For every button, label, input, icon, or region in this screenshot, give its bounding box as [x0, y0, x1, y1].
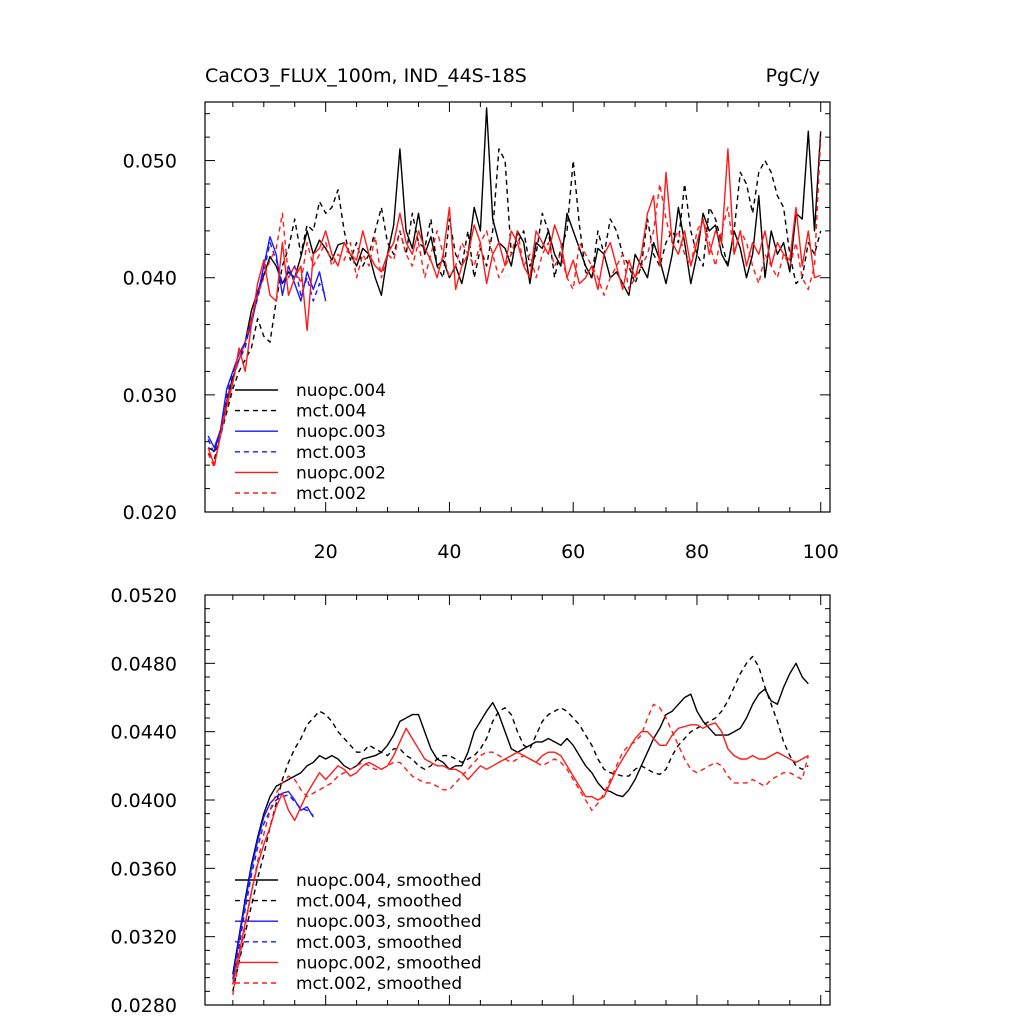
legend-label: nuopc.003, smoothed	[296, 912, 482, 932]
x-tick-label: 60	[561, 541, 585, 563]
chart-title: CaCO3_FLUX_100m, IND_44S-18S	[205, 65, 527, 87]
series-line-3	[207, 241, 327, 455]
plot-frame	[204, 101, 831, 513]
series-line-5	[232, 703, 809, 995]
series-line-0	[232, 662, 809, 975]
x-tick-label: 20	[314, 541, 338, 563]
series-line-4	[232, 722, 809, 985]
legend-label: mct.004	[296, 402, 366, 422]
legend-label: nuopc.003	[296, 422, 386, 442]
units-label: PgC/y	[766, 65, 820, 87]
y-tick-label: 0.0360	[111, 858, 177, 880]
series-line-3	[232, 794, 314, 985]
x-tick-label: 100	[803, 541, 839, 563]
legend-label: nuopc.004	[296, 381, 386, 401]
y-tick-label: 0.030	[123, 385, 177, 407]
y-tick-label: 0.0280	[111, 995, 177, 1017]
legend-label: mct.002, smoothed	[296, 974, 462, 994]
legend-label: nuopc.002	[296, 463, 386, 483]
y-tick-label: 0.040	[123, 268, 177, 290]
series-line-4	[207, 148, 821, 466]
y-tick-label: 0.0320	[111, 927, 177, 949]
legend-label: nuopc.004, smoothed	[296, 871, 482, 891]
legend-label: mct.002	[296, 484, 366, 504]
y-tick-label: 0.0440	[111, 722, 177, 744]
y-tick-label: 0.0400	[111, 790, 177, 812]
top-panel: CaCO3_FLUX_100m, IND_44S-18S PgC/y 20 40 6…	[123, 65, 839, 563]
series-line-1	[232, 655, 809, 992]
legend-label: mct.003	[296, 443, 366, 463]
legend-label: mct.004, smoothed	[296, 892, 462, 912]
x-tick-label: 40	[437, 541, 461, 563]
series-line-2	[207, 235, 327, 449]
legend-label: nuopc.002, smoothed	[296, 953, 482, 973]
legend-label: mct.003, smoothed	[296, 933, 462, 953]
y-tick-label: 0.0520	[111, 585, 177, 607]
series-line-1	[207, 148, 822, 460]
x-tick-label: 80	[685, 541, 709, 563]
y-tick-label: 0.0480	[111, 653, 177, 675]
bottom-panel: 0.0280 0.0320 0.0360 0.0400 0.0440 0.0480 0.05…	[111, 585, 831, 1017]
y-tick-label: 0.050	[123, 151, 177, 173]
y-tick-label: 0.020	[123, 502, 177, 524]
